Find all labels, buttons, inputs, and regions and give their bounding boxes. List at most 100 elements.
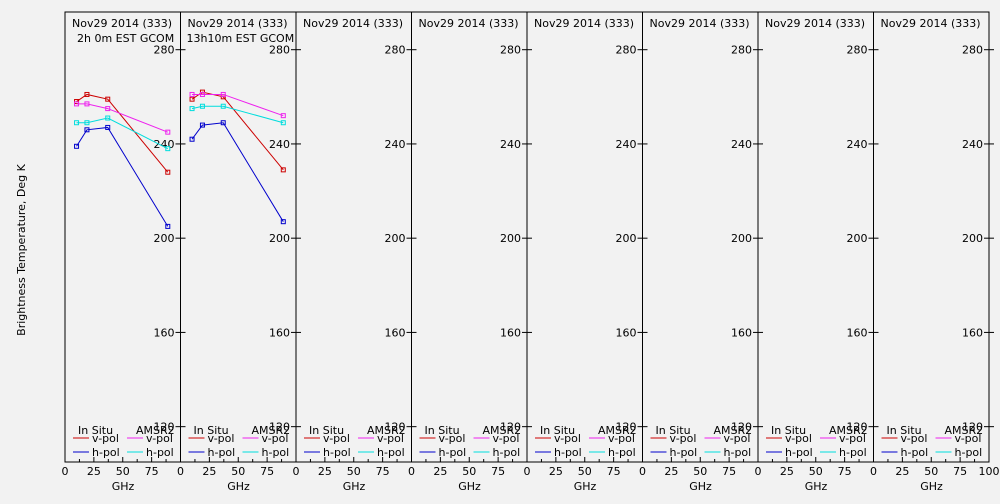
panel-title: Nov29 2014 (333)	[881, 17, 981, 30]
legend-label-insitu-vpol: v-pol	[901, 432, 928, 445]
series-line-amsr2-v-pol	[192, 93, 284, 117]
x-tick-label: 25	[549, 465, 563, 478]
y-tick-label: 120	[385, 421, 406, 434]
legend-label-amsr2-vpol: v-pol	[608, 432, 635, 445]
chart-panel-1: Nov29 2014 (333) 2h 0m EST GCOM 120 160 200 2…	[62, 11, 186, 493]
x-tick-label: 100	[979, 465, 1000, 478]
y-tick-label: 240	[500, 138, 521, 151]
data-point	[280, 219, 286, 225]
legend-amsr2-header: AMSR2	[598, 424, 637, 437]
y-tick-label: 120	[269, 421, 290, 434]
data-point	[280, 167, 286, 173]
x-tick-label: 50	[578, 465, 592, 478]
legend-label-insitu-vpol: v-pol	[554, 432, 581, 445]
panel-title: Nov29 2014 (333)	[188, 17, 288, 30]
series-line-in-situ-v-pol	[76, 93, 169, 173]
legend-amsr2-header: AMSR2	[714, 424, 753, 437]
y-tick-label: 160	[962, 326, 983, 339]
x-tick-label: 75	[491, 465, 505, 478]
data-point	[105, 96, 111, 102]
x-tick-label: 75	[145, 465, 159, 478]
legend-label-amsr2-hpol: h-pol	[146, 446, 174, 459]
data-point	[74, 143, 80, 149]
legend-insitu-header: In Situ	[425, 424, 460, 437]
y-tick-label: 240	[847, 138, 868, 151]
data-point	[105, 106, 111, 112]
y-tick-label: 160	[500, 326, 521, 339]
data-point	[74, 120, 80, 126]
legend-insitu-header: In Situ	[540, 424, 575, 437]
panel-title: Nov29 2014 (333)	[534, 17, 634, 30]
data-point	[165, 146, 171, 152]
x-tick-label: 0	[639, 465, 646, 478]
legend-label-amsr2-hpol: h-pol	[955, 446, 983, 459]
data-point	[199, 103, 205, 109]
legend-label-amsr2-vpol: v-pol	[724, 432, 751, 445]
y-tick-label: 280	[269, 44, 290, 57]
legend-label-amsr2-hpol: h-pol	[377, 446, 405, 459]
x-tick-label: 0	[177, 465, 184, 478]
series-line-amsr2-h-pol	[76, 117, 169, 150]
panels-group: Nov29 2014 (333) 2h 0m EST GCOM 120 160 200 2…	[62, 11, 1000, 493]
series-line-in-situ-h-pol	[191, 122, 284, 222]
y-tick-label: 240	[731, 138, 752, 151]
y-tick-label: 280	[847, 44, 868, 57]
legend-label-insitu-vpol: v-pol	[208, 432, 235, 445]
legend-label-amsr2-hpol: h-pol	[493, 446, 521, 459]
legend-insitu-header: In Situ	[309, 424, 344, 437]
x-tick-label: 0	[755, 465, 762, 478]
legend-label-amsr2-hpol: h-pol	[262, 446, 290, 459]
y-tick-label: 120	[731, 421, 752, 434]
legend-label-insitu-vpol: v-pol	[439, 432, 466, 445]
legend-label-insitu-vpol: v-pol	[92, 432, 119, 445]
x-tick-label: 0	[870, 465, 877, 478]
x-tick-label: 25	[318, 465, 332, 478]
legend-label-amsr2-vpol: v-pol	[955, 432, 982, 445]
data-point	[189, 136, 195, 142]
data-point	[220, 91, 226, 97]
y-tick-label: 280	[962, 44, 983, 57]
y-tick-label: 280	[154, 44, 175, 57]
x-axis-label: GHz	[112, 480, 135, 493]
x-tick-label: 25	[433, 465, 447, 478]
y-tick-label: 280	[616, 44, 637, 57]
data-point	[220, 103, 226, 109]
x-tick-label: 75	[722, 465, 736, 478]
x-axis-label: GHz	[920, 480, 943, 493]
y-tick-label: 200	[154, 232, 175, 245]
x-tick-label: 25	[895, 465, 909, 478]
panel-title: Nov29 2014 (333)	[650, 17, 750, 30]
legend-amsr2-header: AMSR2	[483, 424, 522, 437]
legend-amsr2-header: AMSR2	[136, 424, 175, 437]
data-point	[165, 129, 171, 135]
legend-label-amsr2-vpol: v-pol	[146, 432, 173, 445]
y-tick-label: 240	[616, 138, 637, 151]
data-point	[189, 91, 195, 97]
x-tick-label: 50	[693, 465, 707, 478]
y-tick-label: 160	[269, 326, 290, 339]
x-tick-label: 50	[116, 465, 130, 478]
series-line-amsr2-h-pol	[191, 105, 284, 124]
y-tick-label: 120	[616, 421, 637, 434]
x-tick-label: 25	[87, 465, 101, 478]
data-point	[280, 120, 286, 126]
data-point	[105, 115, 111, 121]
y-tick-label: 160	[385, 326, 406, 339]
x-axis-label: GHz	[574, 480, 597, 493]
y-tick-label: 200	[847, 232, 868, 245]
legend-label-insitu-hpol: h-pol	[323, 446, 351, 459]
legend-label-amsr2-vpol: v-pol	[839, 432, 866, 445]
legend-insitu-header: In Situ	[656, 424, 691, 437]
y-tick-label: 160	[616, 326, 637, 339]
legend-amsr2-header: AMSR2	[829, 424, 868, 437]
series-line-in-situ-h-pol	[76, 126, 169, 227]
data-point	[189, 96, 195, 102]
panel-title: Nov29 2014 (333)	[419, 17, 519, 30]
y-tick-label: 120	[847, 421, 868, 434]
x-axis-label: GHz	[805, 480, 828, 493]
legend-insitu-header: In Situ	[771, 424, 806, 437]
y-tick-label: 240	[385, 138, 406, 151]
x-tick-label: 75	[838, 465, 852, 478]
legend-label-insitu-vpol: v-pol	[670, 432, 697, 445]
x-tick-label: 75	[376, 465, 390, 478]
